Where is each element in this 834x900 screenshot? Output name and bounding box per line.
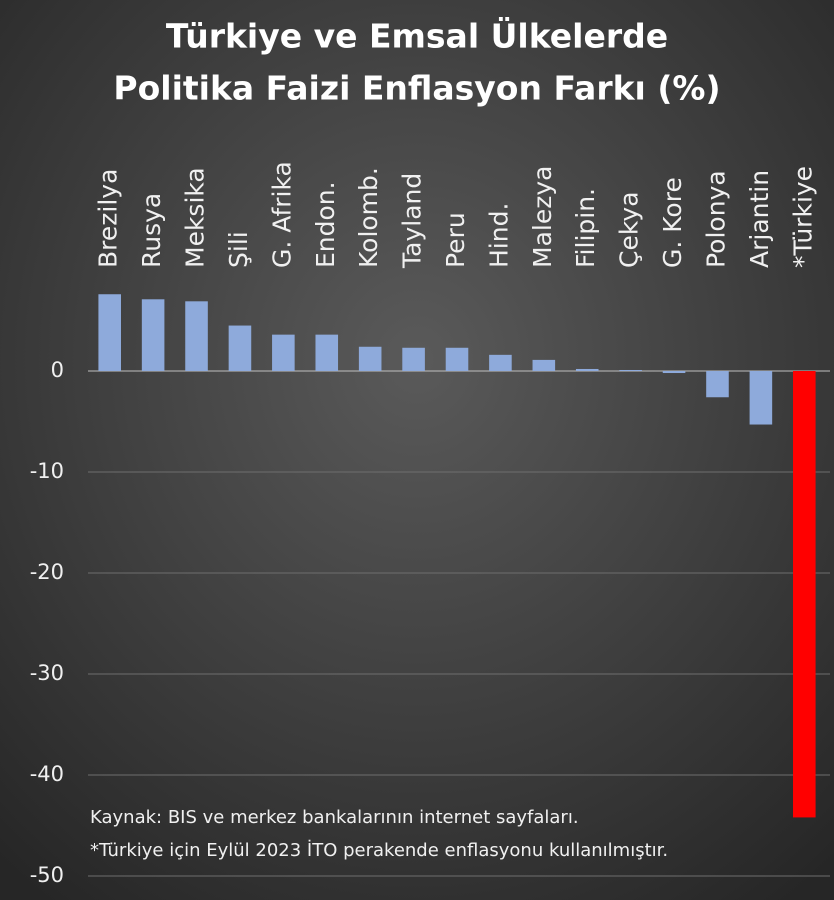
x-tick-label: G. Afrika (267, 161, 296, 268)
chart-title: Politika Faizi Enflasyon Farkı (%) (113, 69, 720, 108)
y-tick-label: 0 (51, 358, 64, 382)
bar (272, 334, 295, 371)
x-tick-label: Çekya (615, 191, 644, 268)
bar (706, 371, 729, 398)
bar (185, 301, 208, 371)
x-tick-label: Tayland (398, 173, 427, 269)
x-tick-label: Polonya (701, 170, 730, 268)
bar (141, 299, 165, 371)
bar (489, 354, 512, 371)
x-tick-label: Malezya (528, 166, 557, 268)
y-tick-label: -30 (30, 661, 64, 685)
x-tick-label: Peru (441, 212, 470, 268)
x-tick-label: Meksika (181, 167, 210, 268)
bar (445, 347, 469, 371)
bar (793, 371, 816, 818)
bar (575, 368, 599, 371)
x-tick-label: *Türkiye (788, 166, 817, 268)
bar (98, 294, 121, 371)
bar (315, 334, 339, 371)
x-tick-label: Şili (224, 231, 253, 268)
x-tick-label: Rusya (137, 193, 166, 268)
y-tick-label: -20 (30, 560, 64, 584)
note: *Türkiye için Eylül 2023 İTO perakende e… (90, 840, 668, 861)
x-tick-label: Arjantin (745, 170, 774, 268)
bar (749, 371, 773, 425)
bar (662, 371, 686, 374)
x-tick-label: Kolomb. (354, 167, 383, 268)
y-tick-label: -40 (30, 762, 64, 786)
y-tick-label: -10 (30, 459, 64, 483)
x-tick-label: Filipin. (571, 188, 600, 268)
x-tick-label: Endon. (311, 181, 340, 268)
bar (402, 347, 425, 371)
bar (532, 359, 556, 371)
bar (358, 346, 382, 371)
chart-title: Türkiye ve Emsal Ülkelerde (166, 16, 668, 56)
bar (619, 369, 642, 371)
x-tick-label: Hind. (484, 203, 513, 268)
y-tick-label: -50 (30, 863, 64, 887)
note: Kaynak: BIS ve merkez bankalarının inter… (90, 807, 579, 828)
x-tick-label: Brezilya (94, 169, 123, 268)
bar (228, 325, 252, 371)
x-tick-label: G. Kore (658, 177, 687, 268)
